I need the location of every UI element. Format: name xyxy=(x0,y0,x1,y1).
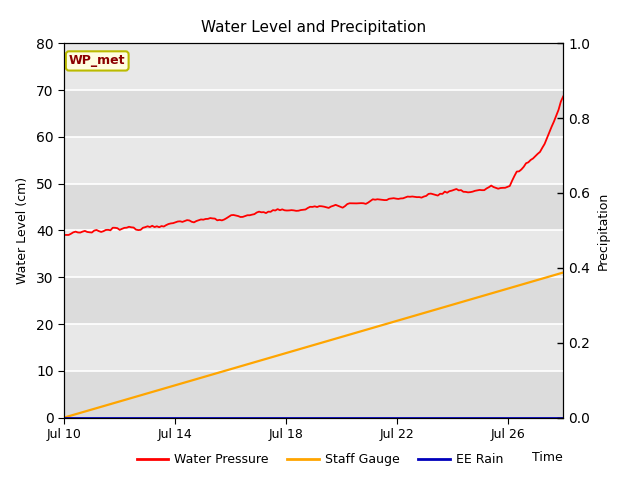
Bar xyxy=(64,277,563,324)
Bar xyxy=(64,324,563,371)
Text: Time: Time xyxy=(532,451,563,464)
Text: WP_met: WP_met xyxy=(69,54,125,67)
Bar xyxy=(64,184,563,230)
Legend: Water Pressure, Staff Gauge, EE Rain: Water Pressure, Staff Gauge, EE Rain xyxy=(132,448,508,471)
Bar xyxy=(64,43,563,90)
Bar xyxy=(64,137,563,184)
Bar xyxy=(64,230,563,277)
Y-axis label: Water Level (cm): Water Level (cm) xyxy=(16,177,29,284)
Bar xyxy=(64,90,563,137)
Title: Water Level and Precipitation: Water Level and Precipitation xyxy=(201,20,426,35)
Bar xyxy=(64,371,563,418)
Y-axis label: Precipitation: Precipitation xyxy=(597,191,610,270)
